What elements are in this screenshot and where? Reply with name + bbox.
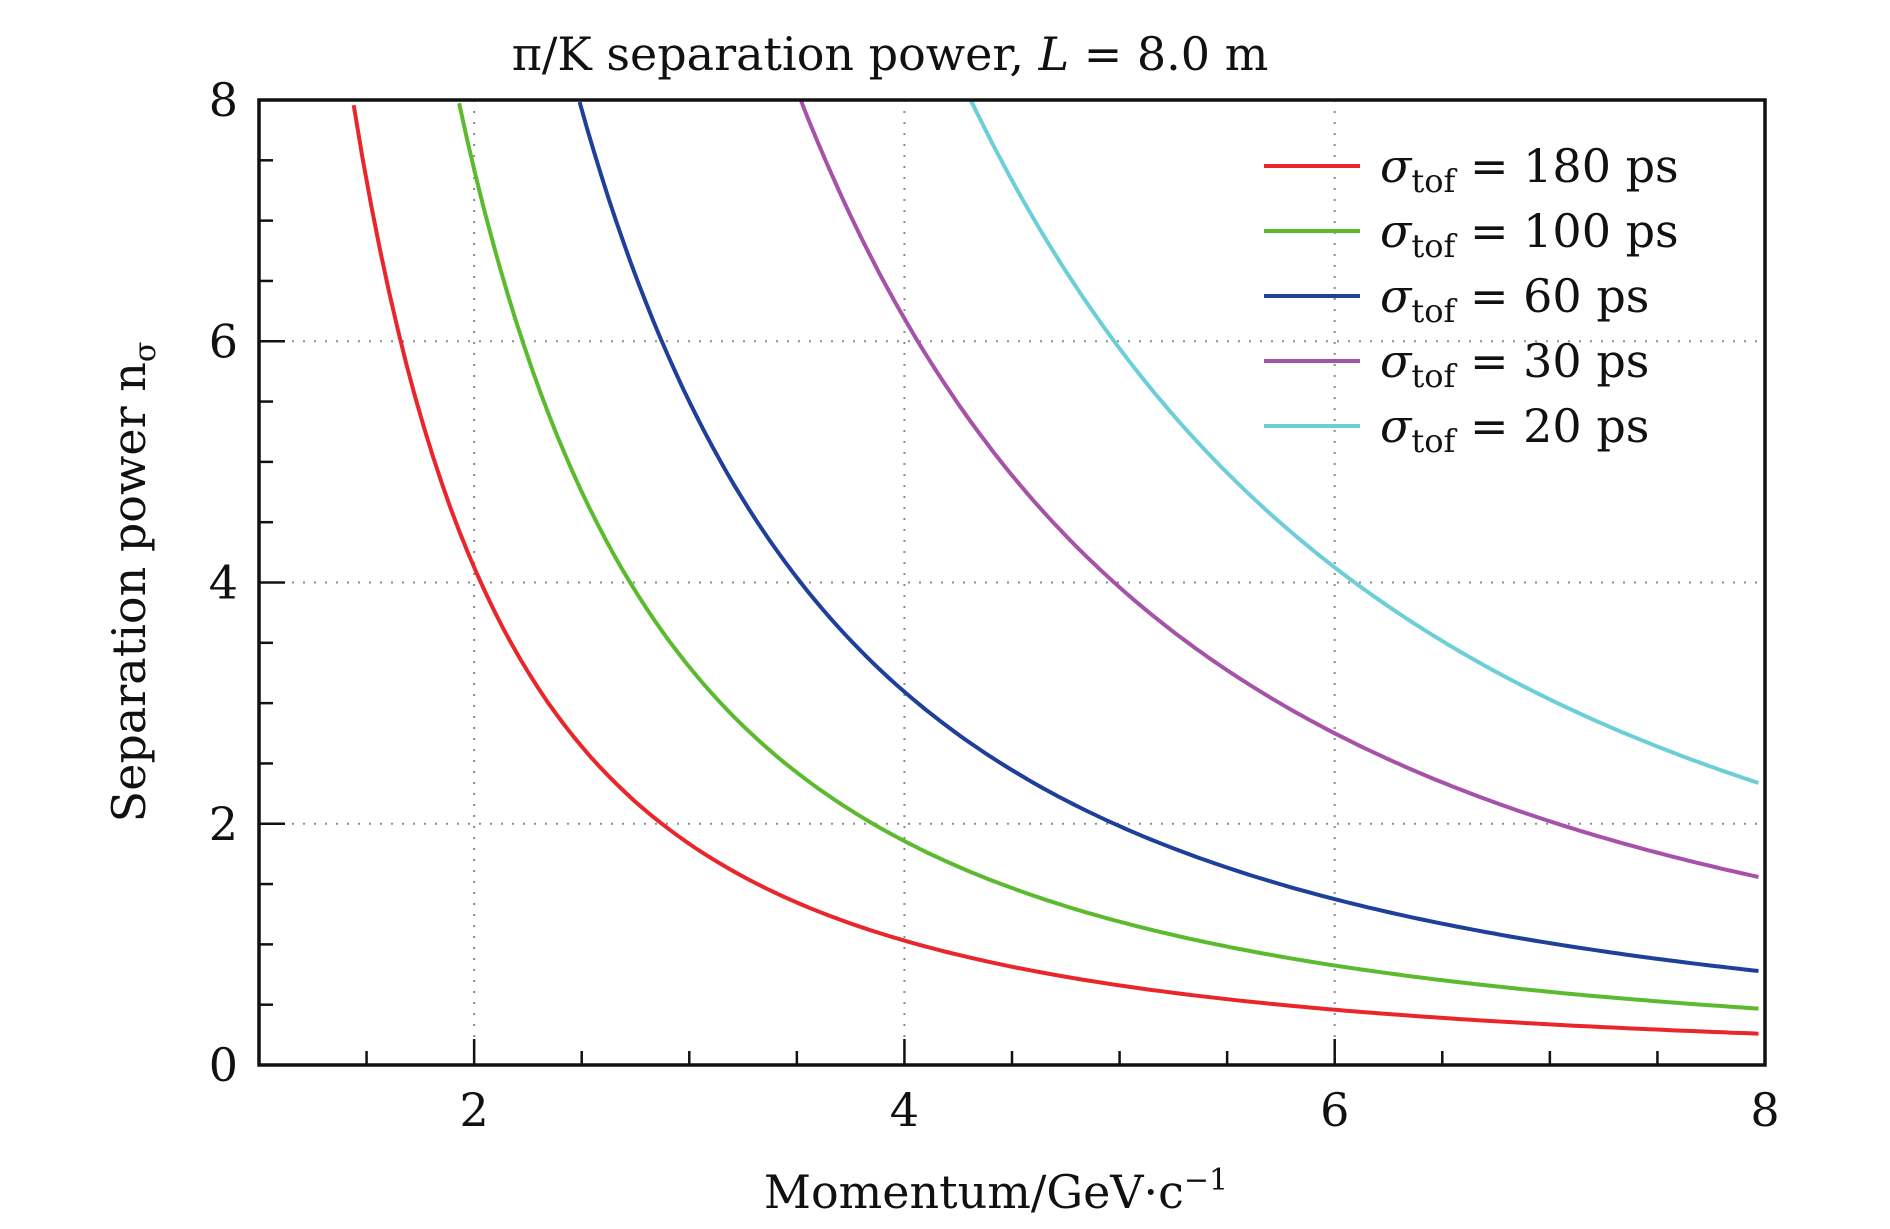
legend-label: σtof = 180 ps [1380,139,1679,200]
series-lines [351,99,1760,1036]
legend-value: = 20 ps [1455,399,1649,453]
axis-ticks [259,159,1767,1065]
legend-value: = 100 ps [1455,204,1678,258]
y-axis-label-text: Separation power n [102,362,156,822]
series-line-30-ps [799,100,1759,879]
y-tick-label: 8 [209,73,238,127]
chart-title: π/K separation power, L = 8.0 m [512,27,1269,81]
legend-label: σtof = 20 ps [1380,399,1649,460]
x-tick-label: 8 [1750,1083,1779,1137]
y-axis-label-subscript: σ [128,342,163,362]
plot-frame [257,98,1767,1067]
legend-symbol: σ [1380,334,1413,388]
legend-value: = 180 ps [1455,139,1678,193]
chart-title-suffix: = 8.0 m [1069,27,1268,81]
grid-lines [259,100,1765,1065]
chart-title-variable: L [1038,27,1070,81]
legend-label: σtof = 100 ps [1380,204,1679,265]
legend-subscript: tof [1411,292,1457,330]
legend-symbol: σ [1380,139,1413,193]
y-tick-label: 2 [209,797,238,851]
legend-symbol: σ [1380,269,1413,323]
x-axis-label-exponent: −1 [1184,1163,1228,1198]
series-line-60-ps [577,101,1759,973]
legend-value: = 30 ps [1455,334,1649,388]
y-tick-label: 0 [209,1038,238,1092]
x-axis-label: Momentum/GeV·c−1 [764,1163,1228,1219]
legend-subscript: tof [1411,227,1457,265]
legend-label: σtof = 30 ps [1380,334,1649,395]
series-line-100-ps [457,102,1759,1011]
legend-subscript: tof [1411,422,1457,460]
legend-subscript: tof [1411,162,1457,200]
y-tick-label: 6 [209,314,238,368]
legend-label: σtof = 60 ps [1380,269,1649,330]
legend-symbol: σ [1380,204,1413,258]
tick-labels: 2 4 6 8 0 2 4 6 8 [209,73,1780,1137]
chart-title-prefix: π/K separation power, [512,27,1039,81]
y-tick-label: 4 [209,556,238,610]
x-tick-label: 6 [1320,1083,1349,1137]
legend-subscript: tof [1411,357,1457,395]
x-tick-label: 2 [460,1083,489,1137]
series-line-180-ps [351,104,1759,1036]
series-line-20-ps [969,99,1760,785]
legend-value: = 60 ps [1455,269,1649,323]
x-tick-label: 4 [890,1083,919,1137]
legend-symbol: σ [1380,399,1413,453]
x-axis-label-text: Momentum/GeV·c [764,1165,1184,1219]
y-axis-label: Separation power nσ [102,342,163,823]
